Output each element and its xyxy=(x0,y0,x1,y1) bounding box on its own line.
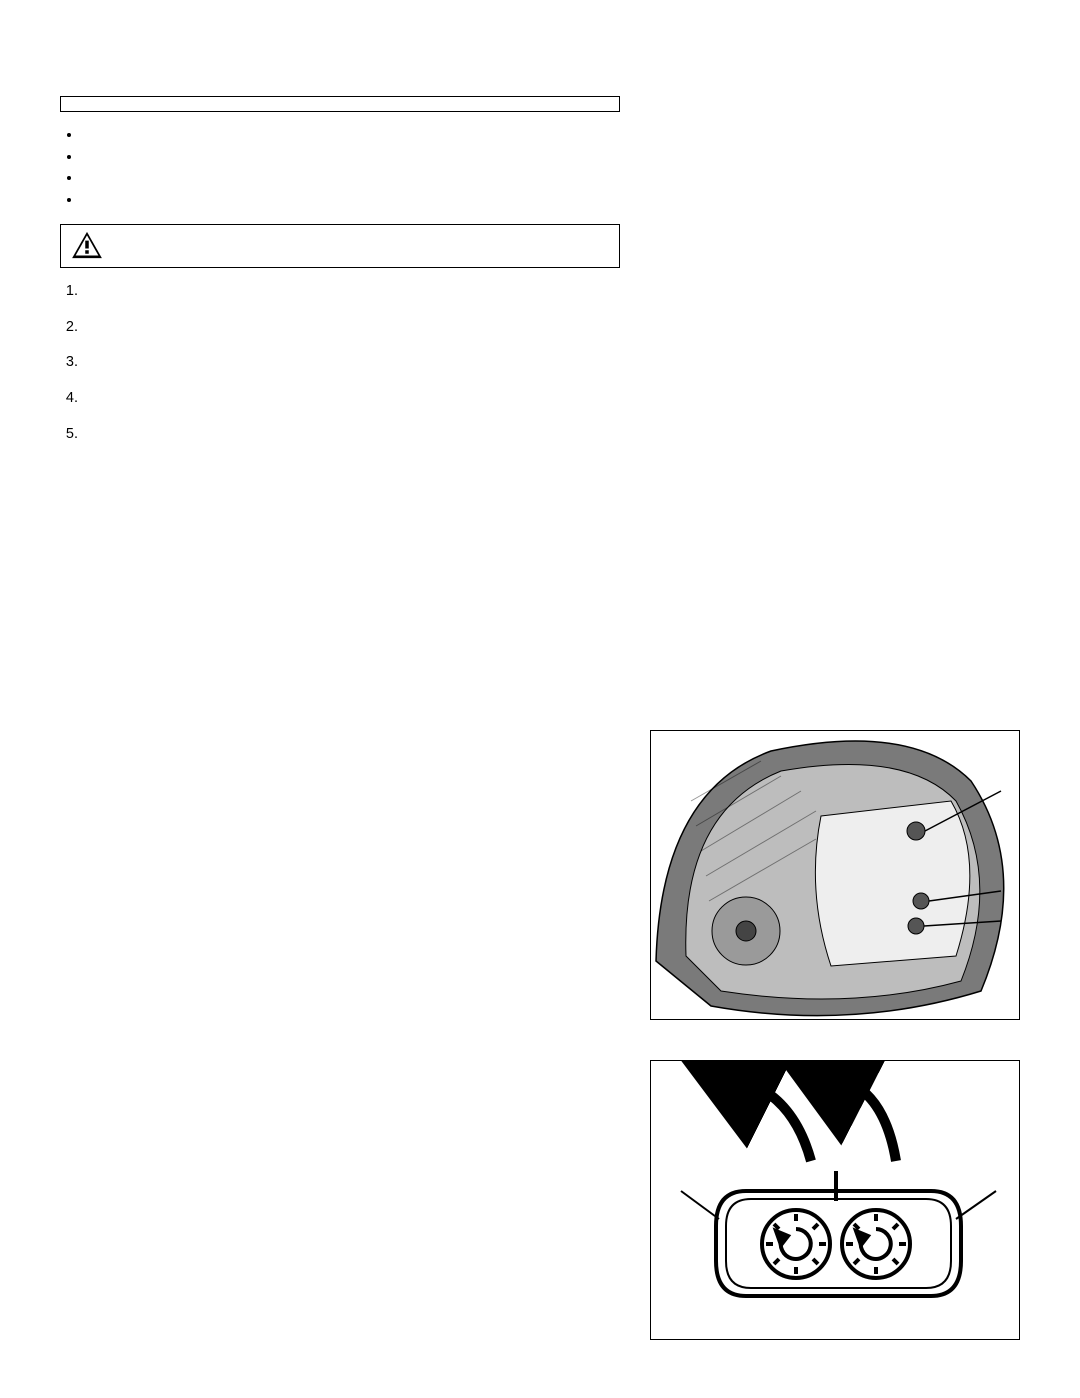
engine-illustration xyxy=(651,731,1021,1021)
right-column xyxy=(648,80,1020,1340)
page-number xyxy=(0,1370,1080,1398)
limiter-illustration xyxy=(651,1061,1021,1341)
page xyxy=(0,0,1080,1370)
step-4 xyxy=(82,389,620,409)
left-column xyxy=(60,80,620,1340)
figure-limiter xyxy=(650,1060,1020,1340)
step-5 xyxy=(82,425,620,445)
step-3 xyxy=(82,353,620,373)
step-1 xyxy=(82,282,620,302)
low-alt-steps xyxy=(60,282,620,444)
warning-icon xyxy=(71,231,103,259)
figure-engine xyxy=(650,730,1020,1020)
list-item xyxy=(82,126,620,146)
before-list xyxy=(60,126,620,210)
list-item xyxy=(82,148,620,168)
list-item xyxy=(82,169,620,189)
list-item xyxy=(82,191,620,211)
important-box xyxy=(60,96,620,112)
step-2 xyxy=(82,318,620,338)
warning-box xyxy=(60,224,620,268)
warning-head xyxy=(71,231,609,259)
